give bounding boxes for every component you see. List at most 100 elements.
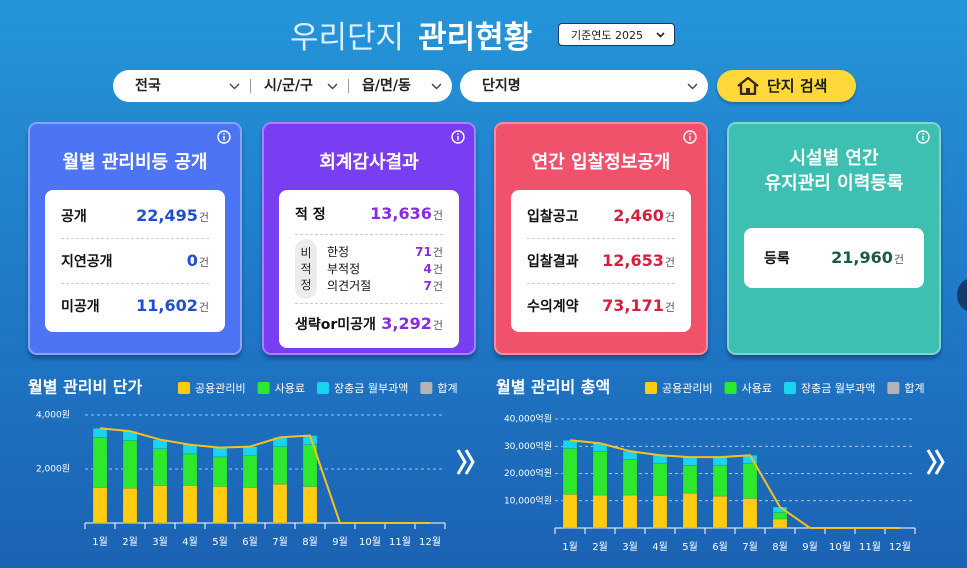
bar-segment — [152, 448, 168, 486]
legend-swatch — [178, 382, 190, 394]
chevron — [229, 83, 240, 90]
card-panel: 적 정 13,636건 비적정 한정 71건 부적정 4건 의견거절 7건 생략or미공개 3,29… — [279, 190, 459, 348]
next-arrow[interactable] — [934, 449, 945, 475]
side-handle[interactable] — [957, 278, 967, 312]
card-panel: 입찰공고 2,460건 입찰결과 12,653건 수의계약 73,171건 — [511, 190, 691, 332]
stat-value: 21,960 — [831, 248, 893, 267]
bar-segment — [122, 487, 138, 524]
stat-value: 71 — [415, 244, 432, 259]
x-tick-label: 12월 — [419, 536, 441, 548]
x-tick-label: 8월 — [772, 541, 788, 553]
stat-value: 2,460 — [613, 206, 664, 225]
title-light: 우리단지 — [290, 20, 405, 56]
legend-swatch — [645, 382, 657, 394]
legend-label: 사용료 — [275, 382, 305, 395]
stat-label: 의견거절 — [327, 278, 372, 293]
next-arrow[interactable] — [926, 449, 937, 475]
bar-segment — [682, 492, 698, 529]
card-title: 시설별 연간 — [789, 148, 879, 169]
stat-value: 7 — [423, 278, 432, 293]
y-tick-label: 4,000원 — [36, 410, 70, 421]
x-tick-label: 10월 — [829, 541, 851, 553]
info-icon[interactable] — [451, 130, 465, 144]
info-icon[interactable] — [916, 130, 930, 144]
chart: 월별 관리비 총액 공용관리비 사용료 장충금 월부과액 합계 10,000억원 20,00… — [496, 378, 945, 553]
stat-label: 입찰공고 — [527, 209, 579, 225]
card-panel: 등록 21,960건 — [744, 228, 924, 288]
bar-segment — [592, 451, 608, 496]
complex-select[interactable]: 단지명 — [460, 70, 708, 102]
card-title: 월별 관리비등 공개 — [62, 152, 208, 173]
status-card: 연간 입찰정보공개 입찰공고 2,460건 입찰결과 12,653건 수의계약 73,171… — [494, 122, 708, 355]
stat-unit: 건 — [432, 319, 443, 332]
stat-row: 한정 71건 — [327, 244, 443, 261]
chart: 월별 관리비 단가 공용관리비 사용료 장충금 월부과액 합계 2,000원 4,000원 1… — [28, 378, 475, 548]
card-title: 유지관리 이력등록 — [764, 173, 904, 194]
chevron — [687, 83, 698, 90]
bar-segment — [272, 446, 288, 485]
card-title: 회계감사결과 — [319, 152, 419, 173]
total-line — [99, 427, 430, 524]
info-icon[interactable] — [683, 130, 697, 144]
chart-title: 월별 관리비 총액 — [496, 378, 610, 397]
bar-segment — [92, 437, 108, 488]
stat-row: 수의계약 73,171건 — [527, 284, 675, 328]
bar-segment — [152, 485, 168, 524]
info-icon[interactable] — [217, 130, 231, 144]
bar-segment — [272, 483, 288, 524]
search-button[interactable]: 단지 검색 — [717, 70, 856, 102]
bar-segment — [212, 456, 228, 487]
stat-unit: 건 — [198, 256, 209, 269]
region-select[interactable]: 전국 — [113, 70, 250, 102]
stat-row: 부적정 4건 — [327, 261, 443, 278]
stat-unit: 건 — [432, 279, 443, 293]
legend-label: 장충금 월부과액 — [334, 382, 408, 395]
next-arrow[interactable] — [456, 449, 467, 475]
x-tick-label: 1월 — [92, 536, 108, 548]
stat-value-wrap: 22,495건 — [136, 194, 209, 240]
legend-swatch — [257, 382, 270, 394]
card-panel: 공개 22,495건 지연공개 0건 미공개 11,602건 — [45, 190, 225, 332]
bar-segment — [182, 453, 198, 486]
legend-label: 공용관리비 — [195, 382, 246, 395]
legend-label: 합계 — [437, 382, 457, 395]
region-select[interactable]: 읍/면/동 — [348, 70, 452, 102]
y-tick-label: 2,000원 — [36, 464, 70, 475]
bar-segment — [302, 486, 318, 524]
x-tick-label: 8월 — [302, 536, 318, 548]
stat-value: 4 — [423, 261, 432, 276]
x-tick-label: 6월 — [712, 541, 728, 553]
x-tick-label: 4월 — [652, 541, 668, 553]
stat-group: 비적정 한정 71건 부적정 4건 의견거절 7건 — [295, 235, 443, 304]
bar-segment — [652, 495, 668, 529]
stat-row: 의견거절 7건 — [327, 278, 443, 295]
bar-segment — [622, 494, 638, 529]
y-tick-label: 40,000억원 — [504, 413, 552, 425]
stat-label: 수의계약 — [527, 299, 579, 315]
total-line — [569, 439, 900, 529]
stat-value-wrap: 13,636건 — [370, 194, 443, 236]
stat-label: 입찰결과 — [527, 254, 579, 270]
bar-segment — [742, 497, 758, 529]
year-select[interactable]: 기준연도 2025 — [558, 23, 675, 46]
region-select[interactable]: 시/군/구 — [250, 70, 348, 102]
card-title-block: 연간 입찰정보공개 — [496, 150, 706, 175]
stat-label: 적 정 — [295, 207, 326, 223]
next-arrow[interactable] — [464, 449, 475, 475]
stat-label: 생략or미공개 — [295, 317, 376, 333]
stat-value-wrap: 4건 — [424, 261, 443, 278]
stat-value: 13,636 — [370, 204, 432, 223]
bar-segment — [772, 518, 788, 529]
x-tick-label: 4월 — [182, 536, 198, 548]
stat-row: 적 정 13,636건 — [295, 194, 443, 235]
bar-segment — [242, 455, 258, 488]
x-tick-label: 7월 — [742, 541, 758, 553]
year-select-text: 기준연도 2025 — [571, 29, 643, 42]
legend-label: 합계 — [904, 382, 924, 395]
stat-row: 생략or미공개 3,292건 — [295, 304, 443, 344]
chevron — [327, 83, 338, 90]
group-rows: 한정 71건 부적정 4건 의견거절 7건 — [327, 244, 443, 295]
